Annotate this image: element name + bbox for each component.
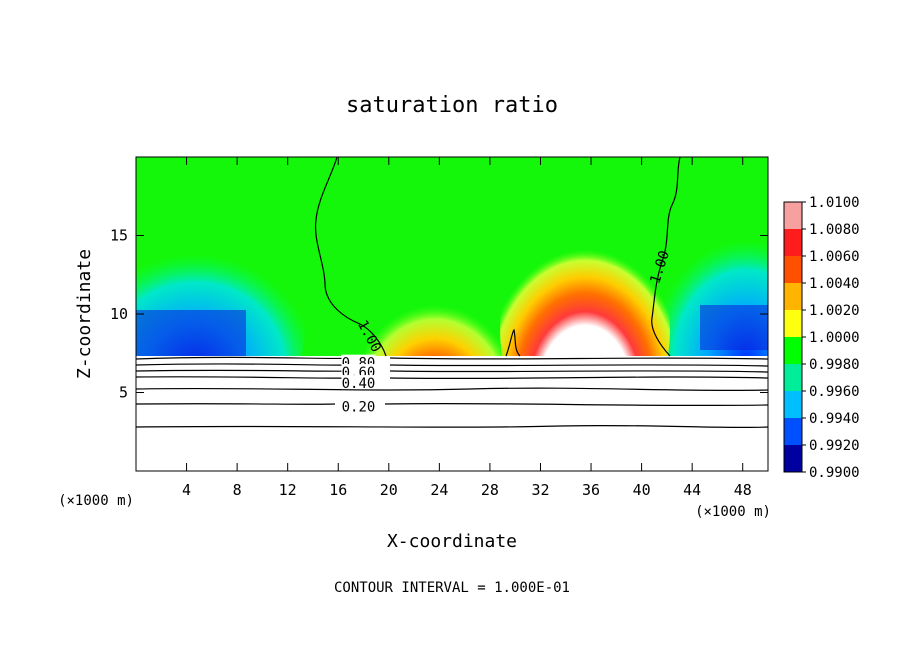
contour-0.30 <box>135 387 769 392</box>
colorbar-label: 0.9900 <box>809 465 860 481</box>
chart-title: saturation ratio <box>346 93 558 118</box>
contour-label-bg <box>341 375 376 390</box>
x-tick-label: 40 <box>633 481 651 499</box>
x-unit-label-right: (×1000 m) <box>695 504 771 520</box>
contour-0.20 <box>135 402 769 407</box>
colorbar-swatch <box>784 418 802 432</box>
colorbar-swatch <box>784 458 802 473</box>
colorbar-swatch <box>784 310 802 324</box>
colorbar-swatch <box>784 256 802 270</box>
colorbar-labels: 1.0100 1.0080 1.0060 1.0040 1.0020 1.0000 0.99… <box>802 195 860 481</box>
colorbar-swatch <box>784 215 802 230</box>
colorbar-swatch <box>784 377 802 392</box>
contour-label: 0.40 <box>342 376 376 392</box>
colorbar-swatch <box>784 364 802 378</box>
x-unit-label-left: (×1000 m) <box>58 493 134 509</box>
colorbar-swatch <box>784 391 802 405</box>
contour-1-left <box>314 156 387 357</box>
x-tick-label: 32 <box>531 481 549 499</box>
x-axis-ticks: 4 8 12 16 20 24 28 32 36 40 44 48 <box>182 157 752 499</box>
colorbar-swatch <box>784 269 802 284</box>
x-tick-label: 4 <box>182 481 191 499</box>
colorbar <box>783 201 803 473</box>
colorbar-label: 0.9940 <box>809 411 860 427</box>
y-tick-label: 5 <box>119 384 128 402</box>
contour-1-right <box>651 156 681 357</box>
y-tick-label: 15 <box>110 227 128 245</box>
colorbar-label: 1.0080 <box>809 222 860 238</box>
y-axis-label: Z-coordinate <box>74 249 95 379</box>
y-axis-ticks: 5 10 15 <box>110 227 768 402</box>
colorbar-swatch <box>784 229 802 243</box>
x-tick-label: 24 <box>430 481 448 499</box>
contour-1-spike <box>505 328 521 357</box>
contour-labels: 1.001.000.800.600.400.20 <box>341 249 673 416</box>
contour-label: 0.20 <box>342 400 376 416</box>
colorbar-swatch <box>784 202 802 216</box>
x-axis-label: X-coordinate <box>387 531 517 552</box>
x-tick-label: 20 <box>380 481 398 499</box>
x-tick-label: 36 <box>582 481 600 499</box>
colorbar-swatch <box>784 323 802 338</box>
colorbar-label: 1.0060 <box>809 249 860 265</box>
colorbar-swatch <box>784 283 802 297</box>
heatmap-field <box>136 157 768 471</box>
colorbar-swatch <box>784 445 802 459</box>
colorbar-swatch <box>784 242 802 257</box>
contour-label-bg <box>341 398 376 413</box>
x-tick-label: 48 <box>734 481 752 499</box>
contour-lines <box>135 156 769 429</box>
x-tick-label: 28 <box>481 481 499 499</box>
x-tick-label: 8 <box>233 481 242 499</box>
colorbar-label: 1.0100 <box>809 195 860 211</box>
colorbar-swatch <box>784 431 802 446</box>
colorbar-swatch <box>784 350 802 365</box>
colorbar-label: 1.0000 <box>809 330 860 346</box>
y-tick-label: 10 <box>110 305 128 323</box>
colorbar-swatch <box>784 404 802 419</box>
colorbar-swatch <box>784 296 802 311</box>
colorbar-label: 0.9960 <box>809 384 860 400</box>
colorbar-label: 1.0020 <box>809 303 860 319</box>
contour-label-bg <box>341 364 376 379</box>
x-tick-label: 12 <box>279 481 297 499</box>
colorbar-swatch <box>784 337 802 351</box>
colorbar-label: 0.9920 <box>809 438 860 454</box>
x-tick-label: 16 <box>329 481 347 499</box>
contour-interval-note: CONTOUR INTERVAL = 1.000E-01 <box>334 580 570 596</box>
contour-0.10 <box>135 424 769 429</box>
colorbar-label: 1.0040 <box>809 276 860 292</box>
x-tick-label: 44 <box>683 481 701 499</box>
colorbar-label: 0.9980 <box>809 357 860 373</box>
